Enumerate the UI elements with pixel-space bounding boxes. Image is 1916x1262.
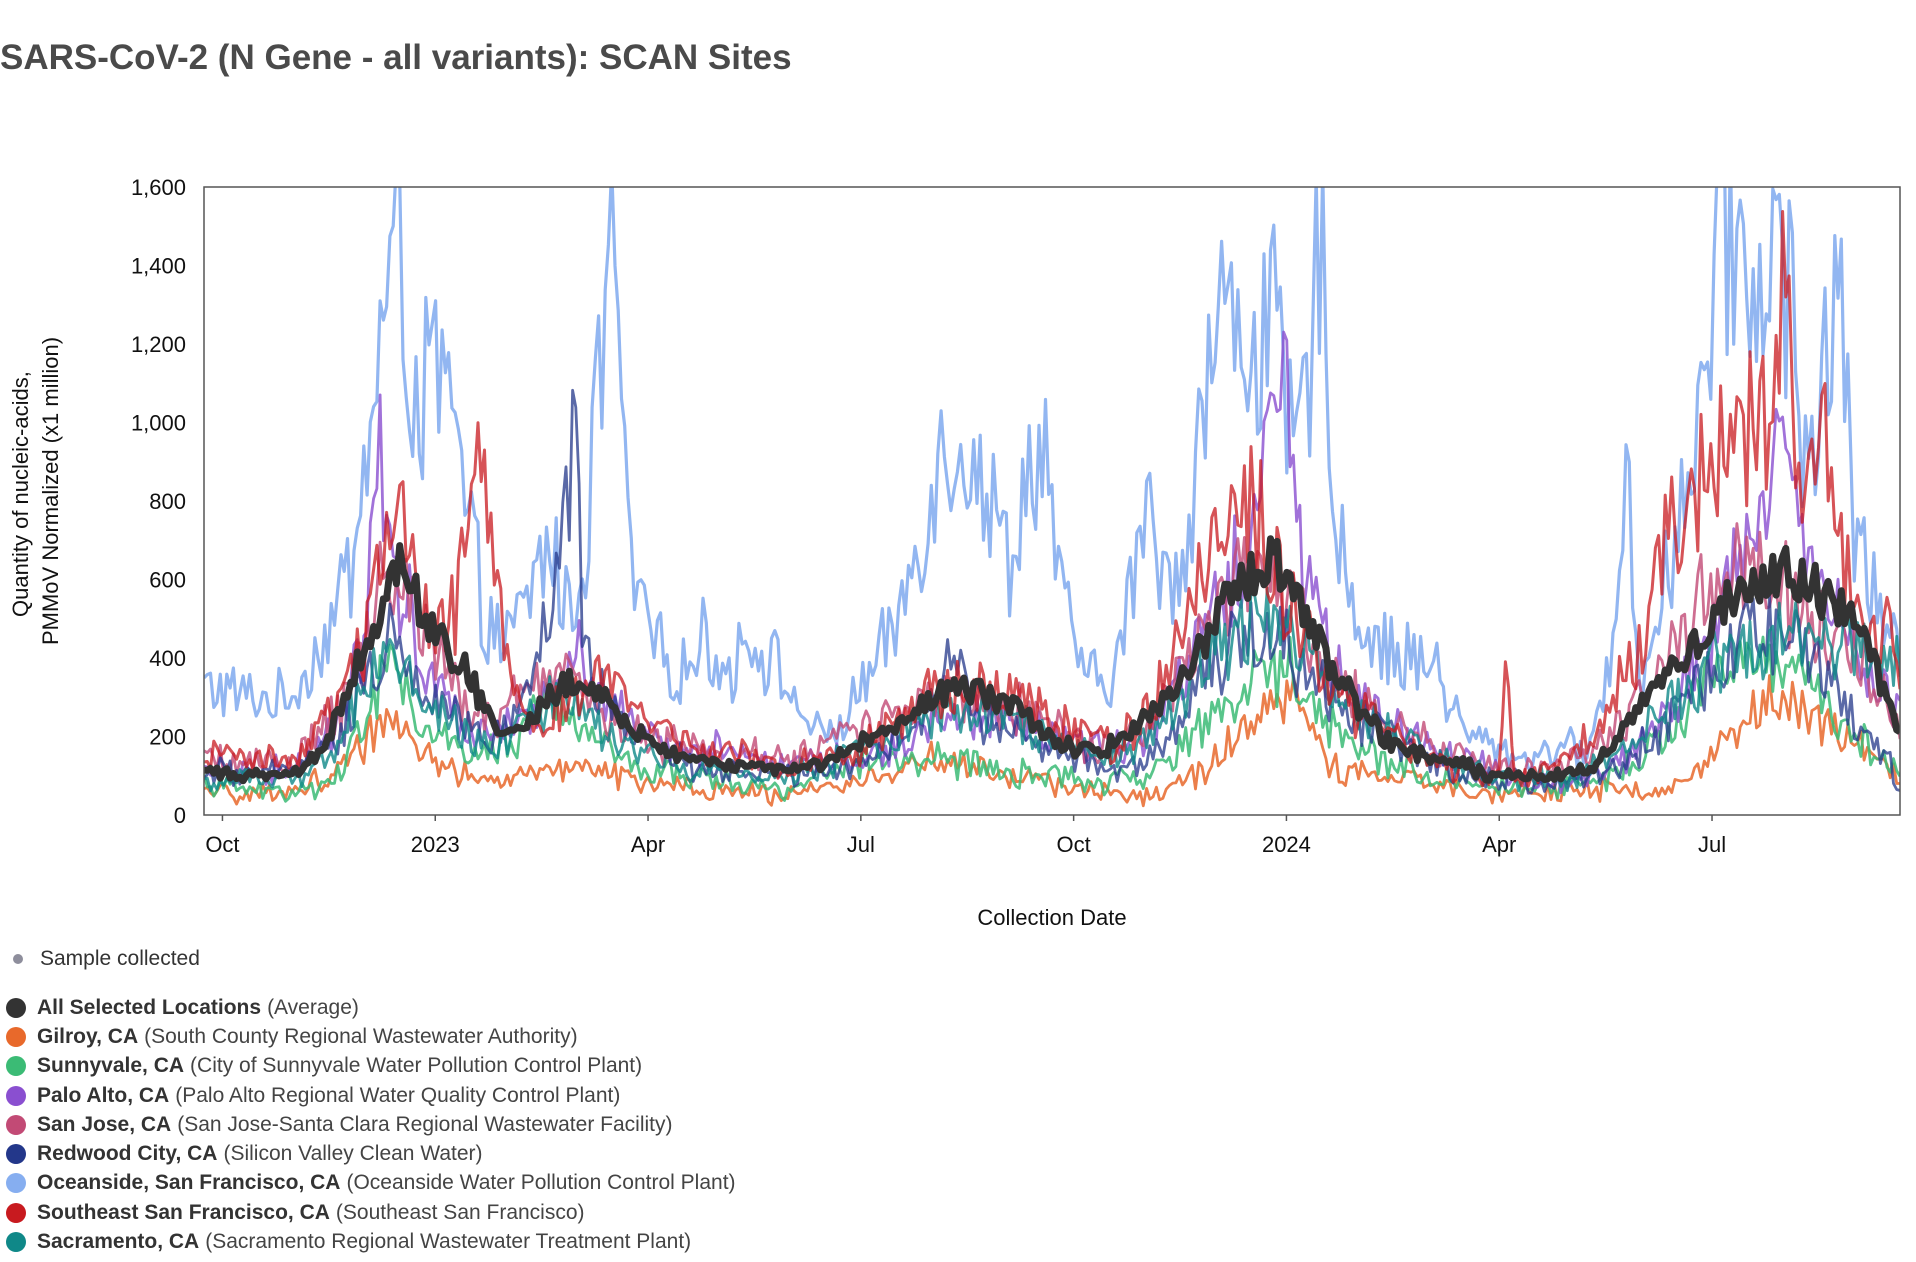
x-tick-label: Oct bbox=[1057, 832, 1091, 857]
x-tick-label: 2023 bbox=[411, 832, 460, 857]
legend-item-description: (City of Sunnyvale Water Pollution Contr… bbox=[190, 1054, 643, 1078]
y-tick-label: 0 bbox=[174, 803, 186, 828]
legend-dot-icon bbox=[6, 1173, 26, 1194]
series-line[interactable] bbox=[204, 535, 1900, 785]
legend-item[interactable]: Redwood City, CA (Silicon Valley Clean Wa… bbox=[6, 1139, 736, 1168]
legend-item-description: (Oceanside Water Pollution Control Plant… bbox=[346, 1171, 736, 1195]
legend-item-description: (Average) bbox=[267, 995, 359, 1019]
legend-item-name: All Selected Locations bbox=[37, 995, 262, 1019]
legend-item[interactable]: Sacramento, CA (Sacramento Regional Waste… bbox=[6, 1227, 736, 1256]
legend-item[interactable]: Sunnyvale, CA (City of Sunnyvale Water Po… bbox=[6, 1052, 736, 1081]
legend-item[interactable]: All Selected Locations (Average) bbox=[6, 993, 736, 1022]
y-tick-label: 1,000 bbox=[131, 411, 186, 436]
y-tick-label: 1,200 bbox=[131, 332, 186, 357]
legend-item-name: Oceanside, San Francisco, CA bbox=[37, 1171, 341, 1195]
y-axis-label-line-1: Quantity of nucleic-acids, bbox=[8, 371, 33, 617]
sample-dot-icon bbox=[13, 954, 23, 964]
legend-dot-icon bbox=[6, 1114, 26, 1135]
x-axis: Oct 2023 Apr Jul Oct 2024 Apr Jul bbox=[205, 815, 1726, 857]
legend-dot-icon bbox=[6, 1144, 26, 1165]
y-axis-label-line-2: PMMoV Normalized (x1 million) bbox=[38, 337, 63, 645]
x-tick-label: 2024 bbox=[1262, 832, 1311, 857]
legend-dot-icon bbox=[6, 1056, 26, 1077]
y-tick-label: 200 bbox=[149, 725, 186, 750]
plot-frame bbox=[203, 186, 1901, 816]
legend-entries: All Selected Locations (Average) Gilroy, C… bbox=[6, 993, 736, 1257]
y-axis: 0 200 400 600 800 1,000 1,200 1,400 1,600 bbox=[131, 175, 186, 828]
legend-item[interactable]: Southeast San Francisco, CA (Southeast Sa… bbox=[6, 1198, 736, 1227]
y-axis-label: Quantity of nucleic-acids, PMMoV Normali… bbox=[8, 337, 63, 645]
y-tick-label: 1,400 bbox=[131, 254, 186, 279]
legend-item-name: Gilroy, CA bbox=[37, 1024, 139, 1048]
x-tick-label: Apr bbox=[1482, 832, 1516, 857]
legend-item-name: San Jose, CA bbox=[37, 1112, 172, 1136]
x-tick-label: Jul bbox=[847, 832, 875, 857]
y-tick-label: 600 bbox=[149, 568, 186, 593]
legend-item[interactable]: Oceanside, San Francisco, CA (Oceanside W… bbox=[6, 1169, 736, 1198]
x-tick-label: Apr bbox=[631, 832, 665, 857]
series-line[interactable] bbox=[204, 674, 1900, 808]
series-line[interactable] bbox=[204, 635, 1900, 803]
legend-item[interactable]: San Jose, CA (San Jose-Santa Clara Region… bbox=[6, 1110, 736, 1139]
legend-item[interactable]: Gilroy, CA (South County Regional Wastewa… bbox=[6, 1022, 736, 1051]
line-chart: 0 200 400 600 800 1,000 1,200 1,400 1,600 Oct 202… bbox=[8, 111, 1901, 930]
legend: Sample collected All Selected Locations(… bbox=[6, 945, 736, 1257]
series-group bbox=[204, 111, 1900, 808]
legend-item-description: (Silicon Valley Clean Water) bbox=[223, 1142, 483, 1166]
series-line[interactable] bbox=[204, 330, 1900, 795]
legend-dot-icon bbox=[6, 1202, 26, 1223]
y-tick-label: 1,600 bbox=[131, 175, 186, 200]
legend-item-name: Sacramento, CA bbox=[37, 1230, 200, 1254]
legend-dot-icon bbox=[6, 997, 26, 1018]
x-tick-label: Jul bbox=[1698, 832, 1726, 857]
y-tick-label: 400 bbox=[149, 646, 186, 671]
legend-item-description: (Palo Alto Regional Water Quality Contro… bbox=[175, 1083, 621, 1107]
legend-item-name: Redwood City, CA bbox=[37, 1142, 218, 1166]
x-axis-label: Collection Date bbox=[977, 905, 1126, 930]
legend-sample-collected: Sample collected bbox=[6, 945, 736, 973]
x-tick-label: Oct bbox=[205, 832, 239, 857]
legend-item-name: Southeast San Francisco, CA bbox=[37, 1200, 330, 1224]
legend-dot-icon bbox=[6, 1026, 26, 1047]
legend-item-description: (San Jose-Santa Clara Regional Wastewate… bbox=[177, 1112, 673, 1136]
legend-item-name: Palo Alto, CA bbox=[37, 1083, 170, 1107]
legend-dot-icon bbox=[6, 1232, 26, 1253]
series-line[interactable] bbox=[204, 586, 1900, 793]
sample-collected-label: Sample collected bbox=[40, 947, 200, 970]
legend-item-description: (South County Regional Wastewater Author… bbox=[144, 1024, 578, 1048]
legend-item-name: Sunnyvale, CA bbox=[37, 1054, 185, 1078]
page-title: SARS-CoV-2 (N Gene - all variants): SCAN… bbox=[0, 38, 792, 77]
legend-item-description: (Southeast San Francisco) bbox=[335, 1200, 585, 1224]
legend-item[interactable]: Palo Alto, CA (Palo Alto Regional Water Q… bbox=[6, 1081, 736, 1110]
legend-item-description: (Sacramento Regional Wastewater Treatmen… bbox=[205, 1230, 692, 1254]
series-line[interactable] bbox=[204, 111, 1900, 774]
legend-dot-icon bbox=[6, 1085, 26, 1106]
y-tick-label: 800 bbox=[149, 489, 186, 514]
